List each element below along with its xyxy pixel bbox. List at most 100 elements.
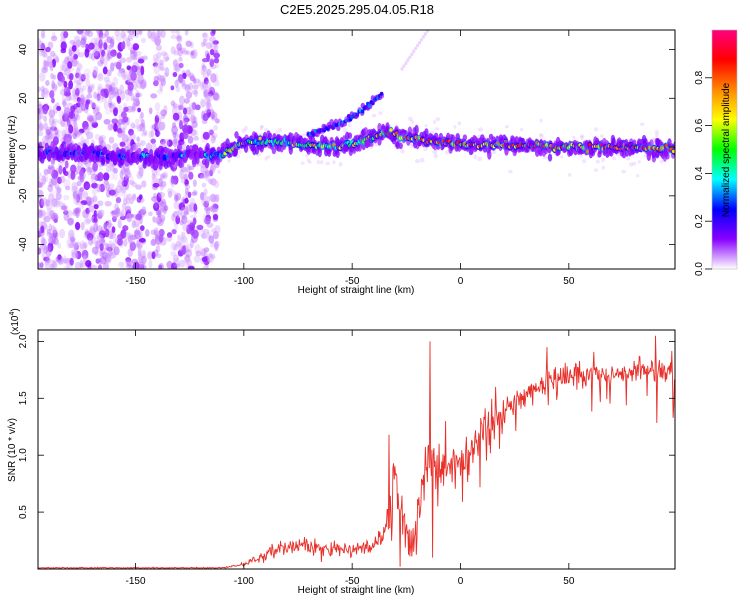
spectrogram-cell: [46, 228, 52, 235]
spectrogram-cell: [38, 209, 43, 219]
spectrogram-cell: [150, 138, 156, 144]
spectrogram-cell: [106, 69, 112, 77]
spectrogram-cell: [65, 94, 72, 102]
spectrogram-cell: [136, 240, 141, 248]
spectrogram-cell: [185, 259, 193, 267]
spectrogram-cell: [102, 172, 110, 181]
spectrogram-cell: [595, 159, 600, 164]
spectrogram-cell: [201, 198, 206, 207]
spectrogram-cell: [132, 261, 140, 269]
spectrogram-cell: [325, 161, 331, 166]
spectrogram-cell: [81, 249, 89, 260]
spectrogram-cell: [200, 41, 206, 48]
spectrogram-cell: [134, 228, 140, 236]
spectrogram-cell: [94, 249, 99, 256]
spectrogram-cell: [51, 125, 58, 135]
spectrogram-cell: [107, 98, 113, 106]
spectrogram-cell: [51, 118, 59, 124]
spectrogram-cell: [180, 176, 187, 184]
spectrogram-cell: [180, 236, 184, 242]
spectrogram-cell: [262, 131, 268, 142]
spectrogram-cell: [138, 30, 143, 36]
spectrogram-cell: [213, 180, 220, 189]
spectrogram-cell: [110, 243, 116, 249]
spectrogram-cell: [197, 172, 205, 179]
spectrogram-cell: [40, 225, 45, 234]
spectrogram-cell: [43, 224, 49, 231]
spectrogram-cell: [176, 35, 183, 43]
spectrogram-cell: [625, 156, 631, 161]
spectrogram-cell: [182, 223, 188, 232]
spectrogram-cell: [45, 46, 51, 53]
spectrogram-cell: [62, 111, 69, 117]
spectrogram-cell: [183, 167, 189, 175]
spectrogram-cell: [125, 193, 133, 201]
spectrogram-cell: [201, 232, 207, 240]
spectrogram-cell: [111, 210, 119, 219]
spectrogram-cell: [154, 57, 161, 63]
spectrogram-cell: [38, 100, 42, 107]
spectrogram-cell: [99, 256, 107, 265]
spectrogram-cell: [160, 173, 167, 179]
spectrogram-cell: [188, 165, 195, 171]
spectrogram-cell: [185, 69, 191, 77]
spectrogram-cell: [180, 141, 187, 150]
spectrogram-cell: [104, 247, 112, 254]
spectrogram-cell: [371, 113, 377, 118]
spectrogram-cell: [154, 178, 160, 184]
spectrogram-cell: [70, 250, 75, 261]
spectrogram-cell: [320, 160, 324, 165]
spectrogram-cell: [371, 101, 375, 106]
spectrogram-cell: [71, 251, 78, 259]
spectrogram-cell: [77, 97, 84, 108]
spectrogram-cell: [158, 214, 166, 222]
spectrogram-cell: [206, 102, 213, 113]
spectrogram-cell: [67, 61, 73, 69]
spectrogram-cell: [38, 181, 43, 189]
spectrogram-cell: [308, 160, 312, 164]
spectrogram-cell: [201, 65, 208, 73]
spectrogram-cell: [96, 92, 101, 102]
snr-content: [38, 335, 675, 569]
spectrogram-cell: [135, 222, 141, 231]
spectrogram-cell: [189, 41, 194, 49]
spectrogram-cell: [73, 77, 78, 84]
spectrogram-cell: [88, 237, 94, 246]
spectrogram-cell: [671, 149, 675, 154]
spectrogram-cell: [59, 257, 66, 265]
spectrogram-cell: [204, 172, 211, 182]
spectrogram-cell: [170, 46, 176, 55]
spectrogram-cell: [123, 162, 130, 173]
spectrogram-cell: [412, 49, 416, 54]
spectrogram-cell: [84, 48, 90, 58]
spectrogram-cell: [338, 161, 343, 167]
spectrogram-cell: [113, 188, 118, 198]
spectrogram-cell: [191, 89, 198, 95]
spectrogram-cell: [199, 174, 207, 179]
spectrogram-cell: [212, 163, 218, 169]
spectrogram-cell: [50, 72, 54, 80]
spectrogram-cell: [52, 54, 58, 60]
spectrogram-cell: [200, 98, 206, 108]
spectrogram-cell: [207, 254, 215, 263]
spectrogram-cell: [153, 75, 160, 82]
spectrogram-cell: [107, 219, 112, 230]
spectrogram-cell: [48, 236, 54, 245]
snr-y-tick-label: 1.0: [18, 448, 29, 462]
spectrogram-cell: [655, 133, 659, 138]
spectrogram-cell: [125, 257, 132, 263]
spectrogram-cell: [174, 194, 179, 202]
spectrogram-cell: [184, 83, 191, 92]
spectrogram-cell: [182, 236, 189, 247]
spectrogram-cell: [131, 105, 136, 113]
spectrogram-cell: [51, 80, 55, 90]
spectrogram-cell: [191, 191, 198, 196]
spectrogram-cell: [47, 166, 52, 175]
spectrogram-cell: [87, 116, 94, 122]
spectrogram-cell: [87, 205, 95, 213]
spectrogram-cell: [139, 113, 144, 123]
spectrogram-cell: [122, 122, 127, 131]
spectrogram-cell: [138, 166, 145, 173]
spectrogram-cell: [128, 128, 134, 136]
spectrogram-cell: [45, 248, 52, 258]
